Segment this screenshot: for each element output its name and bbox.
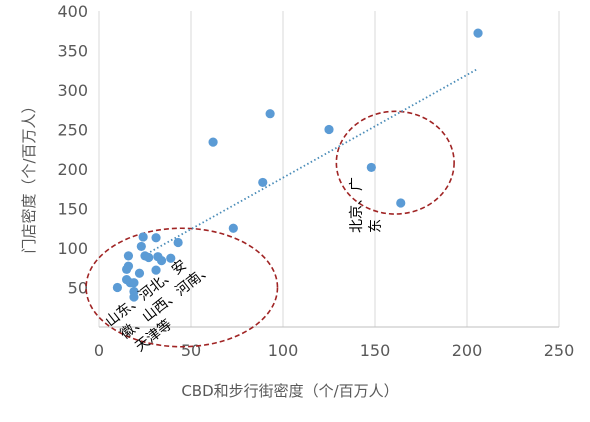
y-tick-label: 300 bbox=[57, 81, 88, 100]
data-point bbox=[112, 282, 122, 293]
x-tick-label: 100 bbox=[268, 341, 299, 360]
data-point bbox=[123, 251, 134, 261]
data-point bbox=[324, 124, 334, 135]
data-point bbox=[151, 233, 161, 243]
data-point bbox=[156, 256, 167, 266]
data-point bbox=[151, 265, 161, 275]
annotation-line: 东 bbox=[368, 219, 384, 233]
label-cluster-north: 北京、广东 bbox=[349, 177, 384, 233]
data-point bbox=[208, 137, 218, 147]
data-point bbox=[473, 28, 483, 38]
data-point bbox=[122, 264, 132, 274]
y-axis-label: 门店密度（个/百万人） bbox=[20, 98, 38, 253]
ellipse-cluster-provinces bbox=[85, 227, 279, 348]
x-tick-label: 200 bbox=[452, 341, 483, 360]
data-point bbox=[129, 278, 139, 288]
data-point bbox=[134, 268, 145, 278]
data-point bbox=[138, 232, 148, 242]
annotation-ellipses bbox=[85, 110, 455, 348]
data-point bbox=[166, 253, 176, 263]
y-tick-label: 350 bbox=[57, 42, 88, 61]
data-point bbox=[366, 162, 376, 173]
y-tick-labels: 50 100 150 200 250 300 350 400 bbox=[57, 2, 88, 298]
data-point bbox=[136, 241, 146, 252]
data-point bbox=[265, 109, 275, 119]
x-axis-label: CBD和步行街密度（个/百万人） bbox=[181, 382, 398, 400]
x-tick-labels: 0 50 100 150 200 250 bbox=[94, 341, 574, 360]
x-tick-label: 150 bbox=[360, 341, 391, 360]
annotation-line: 北京、广 bbox=[349, 177, 365, 233]
x-tick-label: 250 bbox=[544, 341, 575, 360]
trendline bbox=[142, 67, 479, 257]
y-tick-label: 50 bbox=[68, 279, 88, 298]
x-tick-label: 0 bbox=[94, 341, 104, 360]
data-point bbox=[129, 292, 139, 302]
data-point bbox=[396, 198, 406, 208]
y-tick-label: 150 bbox=[57, 200, 88, 219]
data-points bbox=[112, 28, 483, 302]
ellipse-cluster-north bbox=[335, 110, 455, 215]
y-tick-label: 400 bbox=[57, 2, 88, 21]
data-point bbox=[258, 177, 268, 188]
x-tick-label: 50 bbox=[181, 341, 201, 360]
data-point bbox=[228, 223, 238, 233]
y-tick-label: 100 bbox=[57, 239, 88, 258]
data-point bbox=[144, 252, 154, 263]
y-tick-label: 250 bbox=[57, 121, 88, 140]
data-point bbox=[173, 237, 183, 248]
y-tick-label: 200 bbox=[57, 160, 88, 179]
